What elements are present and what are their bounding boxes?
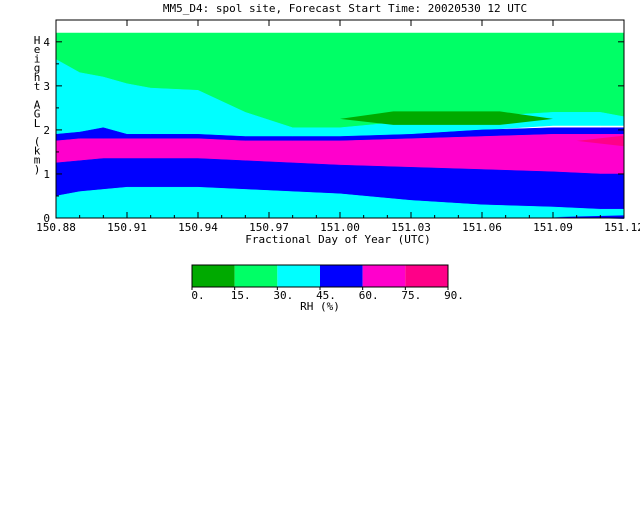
y-tick-label: 1: [43, 168, 50, 181]
colorbar-swatch: [234, 265, 278, 287]
x-axis-label: Fractional Day of Year (UTC): [245, 233, 430, 246]
y-tick-label: 3: [43, 80, 50, 93]
colorbar-tick-label: 90.: [444, 289, 464, 302]
y-tick-label: 2: [43, 124, 50, 137]
contour-feature-75-90-1: [576, 135, 624, 147]
colorbar: 0. 15. 30. 45. 60. 75. 90.: [191, 264, 464, 302]
x-tick-label: 151.00: [320, 221, 360, 234]
x-tick-label: 150.91: [107, 221, 147, 234]
x-tick-label: 151.03: [391, 221, 431, 234]
x-tick-label: 150.94: [178, 221, 218, 234]
x-tick-label: 151.12: [604, 221, 640, 234]
chart-title: MM5_D4: spol site, Forecast Start Time: …: [163, 2, 527, 15]
x-tick-label: 150.97: [249, 221, 289, 234]
colorbar-label: RH (%): [300, 300, 340, 313]
colorbar-swatch: [192, 265, 235, 287]
y-tick-label: 4: [43, 36, 50, 49]
colorbar-tick-label: 60.: [359, 289, 379, 302]
y-tick-label: 0: [43, 212, 50, 225]
x-tick-label: 150.88: [36, 221, 76, 234]
y-axis: 0 1 2 3 4: [43, 36, 624, 225]
colorbar-tick-label: 15.: [231, 289, 251, 302]
colorbar-tick-label: 75.: [401, 289, 421, 302]
x-tick-label: 151.09: [533, 221, 573, 234]
x-tick-label: 151.06: [462, 221, 502, 234]
plot-area: [55, 20, 625, 219]
colorbar-tick-label: 30.: [273, 289, 293, 302]
contour-feature-0-15-0: [340, 111, 553, 125]
colorbar-tick-label: 0.: [191, 289, 204, 302]
colorbar-swatch: [277, 265, 320, 287]
x-axis: 150.88 150.91 150.94 150.97 151.00 151.03 151.…: [36, 20, 640, 234]
colorbar-tick-label: 45.: [316, 289, 336, 302]
colorbar-swatch: [405, 265, 448, 287]
colorbar-swatch: [362, 265, 406, 287]
colorbar-swatch: [320, 265, 363, 287]
